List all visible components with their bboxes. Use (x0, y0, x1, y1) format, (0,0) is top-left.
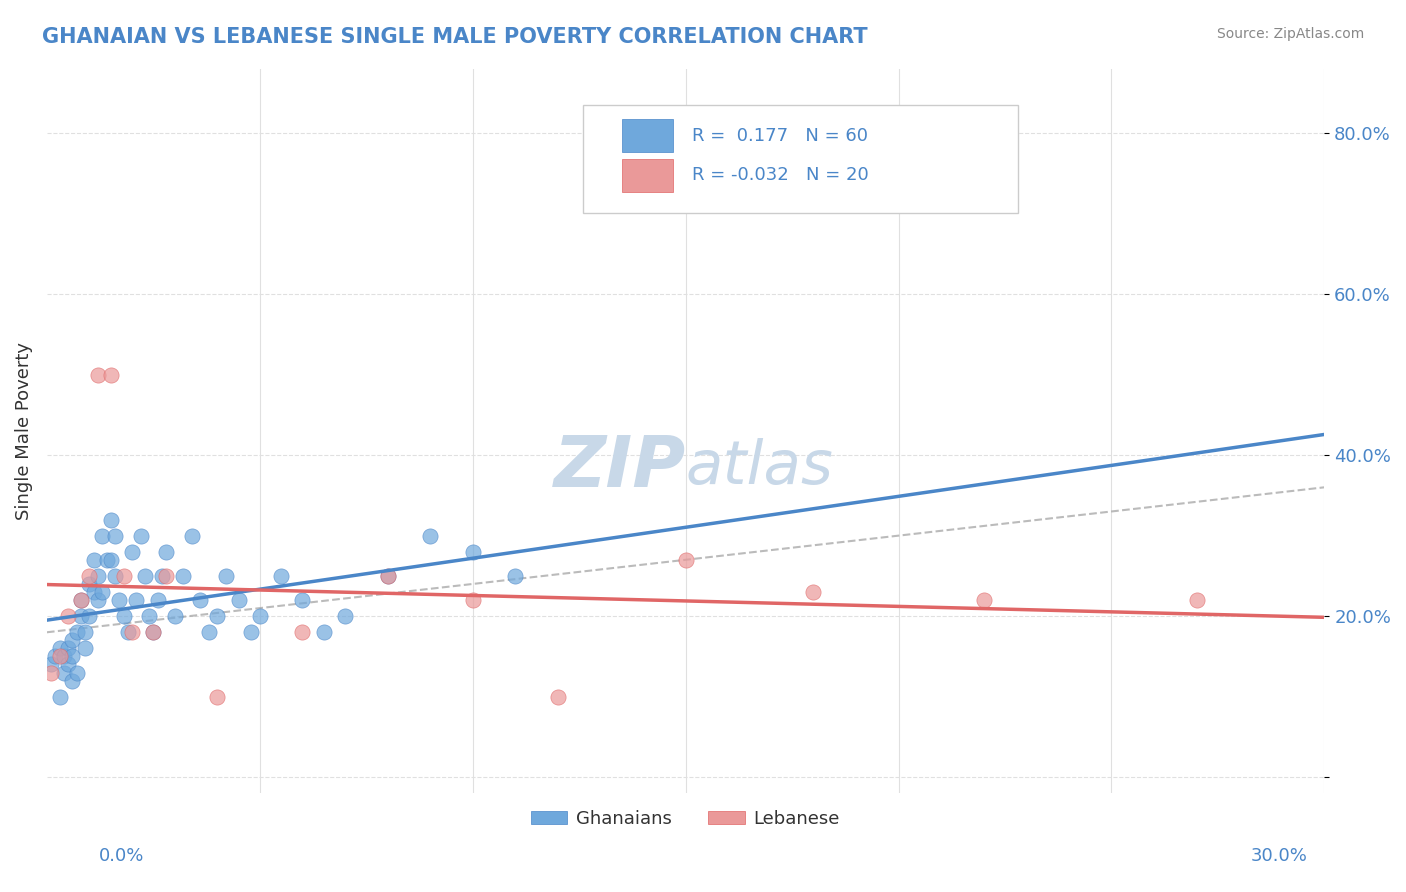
Point (180, 528, 202, 542)
Legend: Ghanaians, Lebanese: Ghanaians, Lebanese (524, 803, 848, 835)
Point (125, 593, 148, 607)
Point (146, 593, 169, 607)
Point (83, 585, 105, 599)
Point (87, 569, 110, 583)
Point (205, 690, 228, 704)
Text: 0.0%: 0.0% (98, 847, 143, 865)
Point (291, 625, 314, 640)
Point (100, 553, 122, 567)
Point (39, 657, 62, 672)
Point (215, 569, 238, 583)
Point (56, 641, 79, 656)
Point (75, 641, 97, 656)
Text: GHANAIAN VS LEBANESE SINGLE MALE POVERTY CORRELATION CHART: GHANAIAN VS LEBANESE SINGLE MALE POVERTY… (42, 27, 868, 46)
Point (333, 609, 356, 624)
Point (973, 593, 995, 607)
Point (79, 577, 101, 591)
Point (312, 625, 335, 640)
Point (249, 609, 271, 624)
Point (70, 609, 93, 624)
Point (62, 673, 84, 688)
Point (461, 593, 484, 607)
Point (505, 569, 527, 583)
Point (56, 609, 79, 624)
Y-axis label: Single Male Poverty: Single Male Poverty (15, 342, 32, 520)
Point (91, 585, 114, 599)
Point (163, 609, 186, 624)
Text: atlas: atlas (686, 438, 834, 497)
Point (155, 545, 177, 559)
Point (228, 593, 250, 607)
Point (48, 690, 70, 704)
Point (138, 609, 160, 624)
Point (56, 657, 79, 672)
Point (75, 625, 97, 640)
Text: 30.0%: 30.0% (1251, 847, 1308, 865)
Point (87, 593, 110, 607)
Point (291, 593, 314, 607)
Point (112, 569, 135, 583)
Point (121, 545, 143, 559)
Point (87, 368, 110, 382)
Point (112, 609, 135, 624)
Text: ZIP: ZIP (554, 433, 686, 501)
Point (62, 649, 84, 664)
Point (52, 649, 75, 664)
FancyBboxPatch shape (621, 120, 673, 152)
Point (188, 593, 211, 607)
Point (79, 609, 101, 624)
Point (104, 569, 127, 583)
Point (675, 553, 697, 567)
Point (39, 665, 62, 680)
Point (66, 625, 89, 640)
Point (803, 585, 825, 599)
Point (121, 625, 143, 640)
Point (96, 553, 118, 567)
Point (142, 625, 165, 640)
Point (172, 569, 194, 583)
Text: Source: ZipAtlas.com: Source: ZipAtlas.com (1216, 27, 1364, 41)
Point (150, 569, 173, 583)
Point (108, 593, 131, 607)
Point (1185, 593, 1208, 607)
Point (66, 665, 89, 680)
Point (377, 569, 399, 583)
Point (104, 528, 127, 542)
Point (240, 625, 263, 640)
Point (117, 625, 139, 640)
Point (155, 569, 177, 583)
Point (205, 609, 228, 624)
Point (91, 528, 114, 542)
Text: R =  0.177   N = 60: R = 0.177 N = 60 (692, 127, 868, 145)
Point (197, 625, 219, 640)
Point (83, 553, 105, 567)
FancyBboxPatch shape (621, 159, 673, 192)
Point (44, 649, 66, 664)
Point (377, 569, 399, 583)
Point (419, 528, 441, 542)
Point (48, 641, 70, 656)
Point (70, 593, 93, 607)
Point (129, 528, 152, 542)
Point (270, 569, 292, 583)
Point (70, 593, 93, 607)
FancyBboxPatch shape (583, 104, 1018, 213)
Point (48, 649, 70, 664)
Point (547, 690, 569, 704)
Point (100, 368, 122, 382)
Point (79, 569, 101, 583)
Text: R = -0.032   N = 20: R = -0.032 N = 20 (692, 166, 869, 184)
Point (100, 512, 122, 526)
Point (142, 625, 165, 640)
Point (134, 569, 156, 583)
Point (52, 665, 75, 680)
Point (62, 633, 84, 648)
Point (461, 545, 484, 559)
